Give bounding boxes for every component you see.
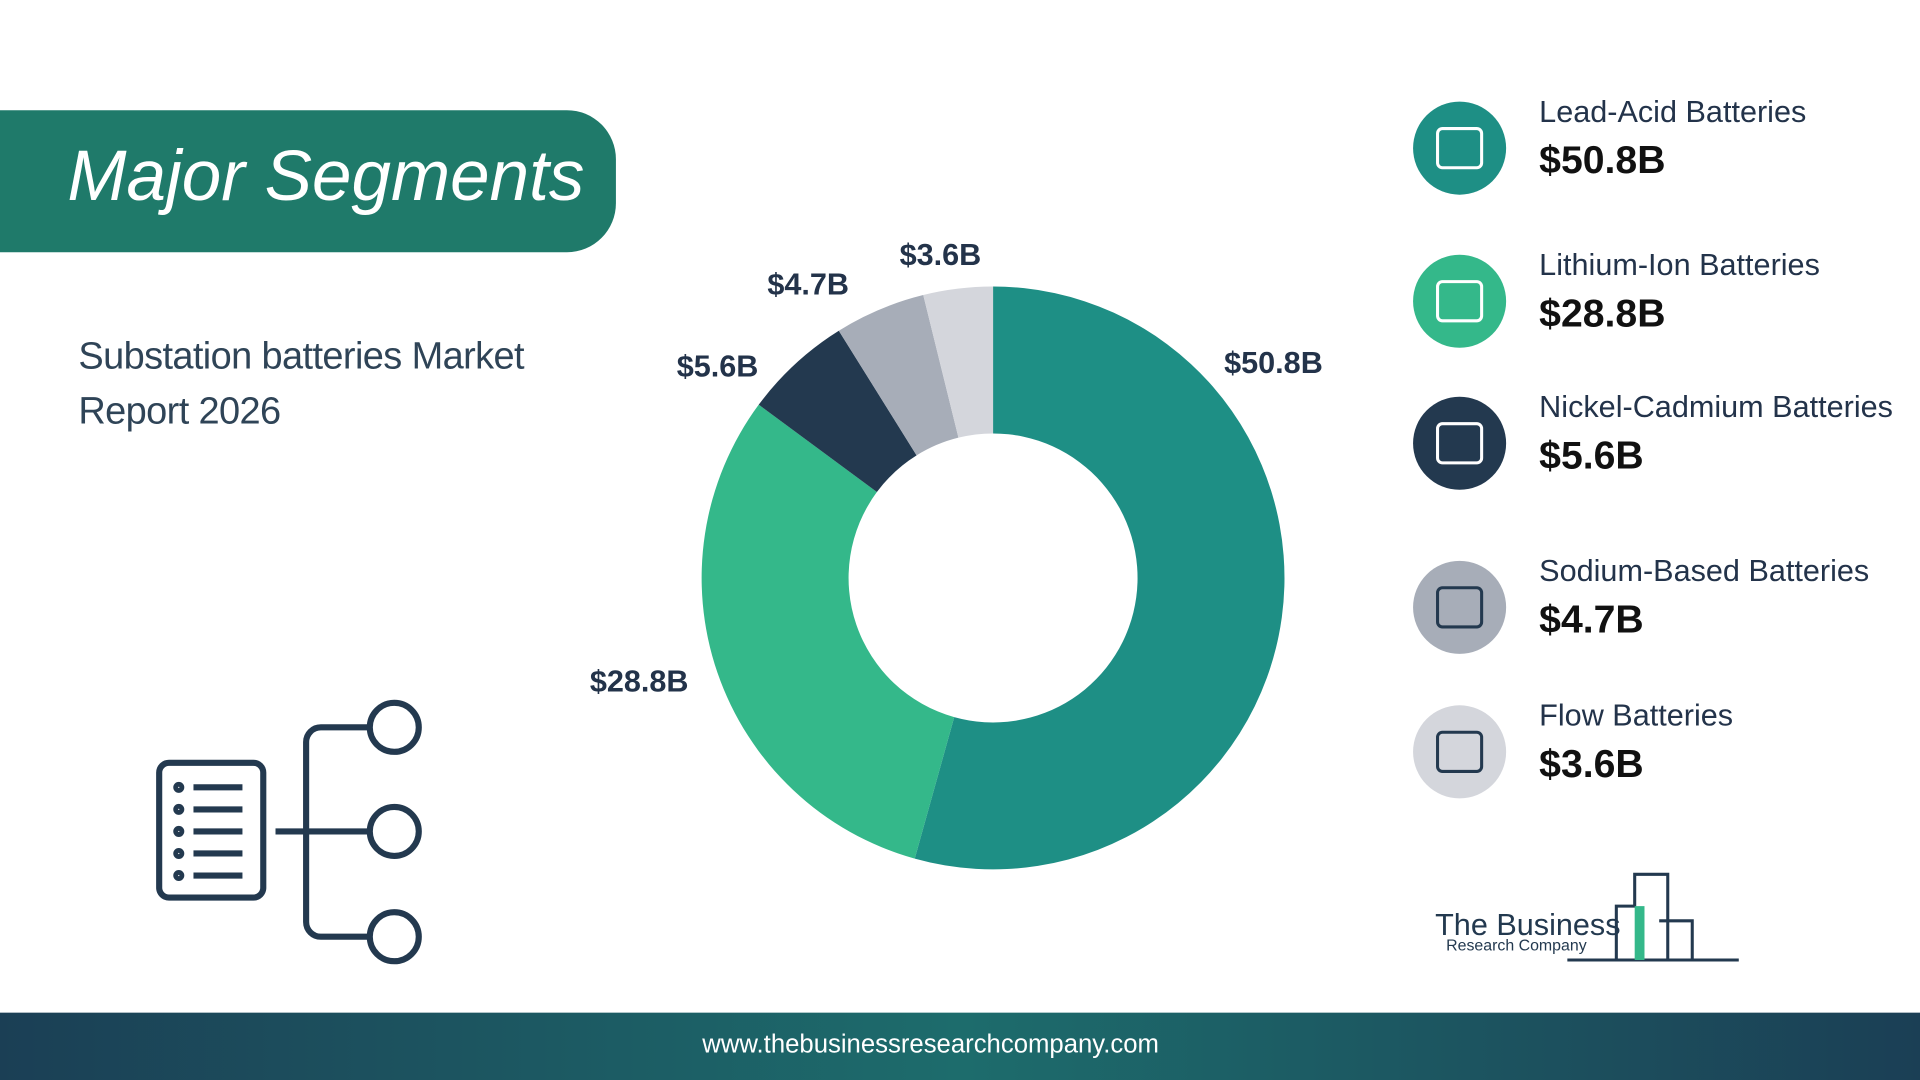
legend-label: Nickel-Cadmium Batteries (1539, 390, 1893, 424)
legend-icon (1413, 560, 1507, 654)
legend-label: Lead-Acid Batteries (1539, 95, 1806, 129)
legend-icon-glyph (1436, 422, 1484, 465)
legend-icon-glyph (1436, 730, 1484, 773)
title-banner (0, 110, 616, 253)
legend-icon-glyph (1436, 586, 1484, 629)
legend-icon-glyph (1436, 280, 1484, 323)
chart-title: Major Segments (67, 137, 584, 216)
data-label: $4.7B (767, 268, 849, 302)
segments-icon (156, 699, 422, 965)
legend-icon (1413, 101, 1507, 195)
donut-slice (914, 286, 1285, 870)
logo-line2: Research Company (1446, 938, 1587, 955)
legend-value: $5.6B (1539, 434, 1644, 477)
data-label: $28.8B (590, 664, 689, 698)
data-label: $3.6B (900, 238, 982, 272)
legend-icon (1413, 396, 1507, 490)
footer-bar (0, 1012, 1920, 1080)
legend-icon-glyph (1436, 127, 1484, 170)
legend-value: $28.8B (1539, 292, 1665, 335)
legend-value: $4.7B (1539, 598, 1644, 641)
legend-label: Sodium-Based Batteries (1539, 554, 1869, 588)
donut-slice (838, 295, 959, 456)
logo-line1: The Business (1435, 908, 1620, 942)
logo: The Business Research Company (1435, 872, 1739, 962)
legend-label: Lithium-Ion Batteries (1539, 248, 1820, 282)
data-label: $5.6B (677, 350, 759, 384)
legend-icon (1413, 254, 1507, 348)
donut-slice (923, 286, 994, 438)
donut-slice (701, 404, 955, 859)
subtitle-box: Substation batteries Market Report 2026 (78, 334, 524, 433)
donut-slice (758, 330, 917, 493)
legend-icon (1413, 705, 1507, 799)
legend-label: Flow Batteries (1539, 699, 1733, 733)
legend-value: $3.6B (1539, 743, 1644, 786)
footer-url: www.thebusinessresearchcompany.com (701, 1031, 1159, 1059)
data-label: $50.8B (1224, 346, 1323, 380)
chart-subtitle: Substation batteries Market Report 2026 (78, 334, 524, 433)
legend-value: $50.8B (1539, 139, 1665, 182)
